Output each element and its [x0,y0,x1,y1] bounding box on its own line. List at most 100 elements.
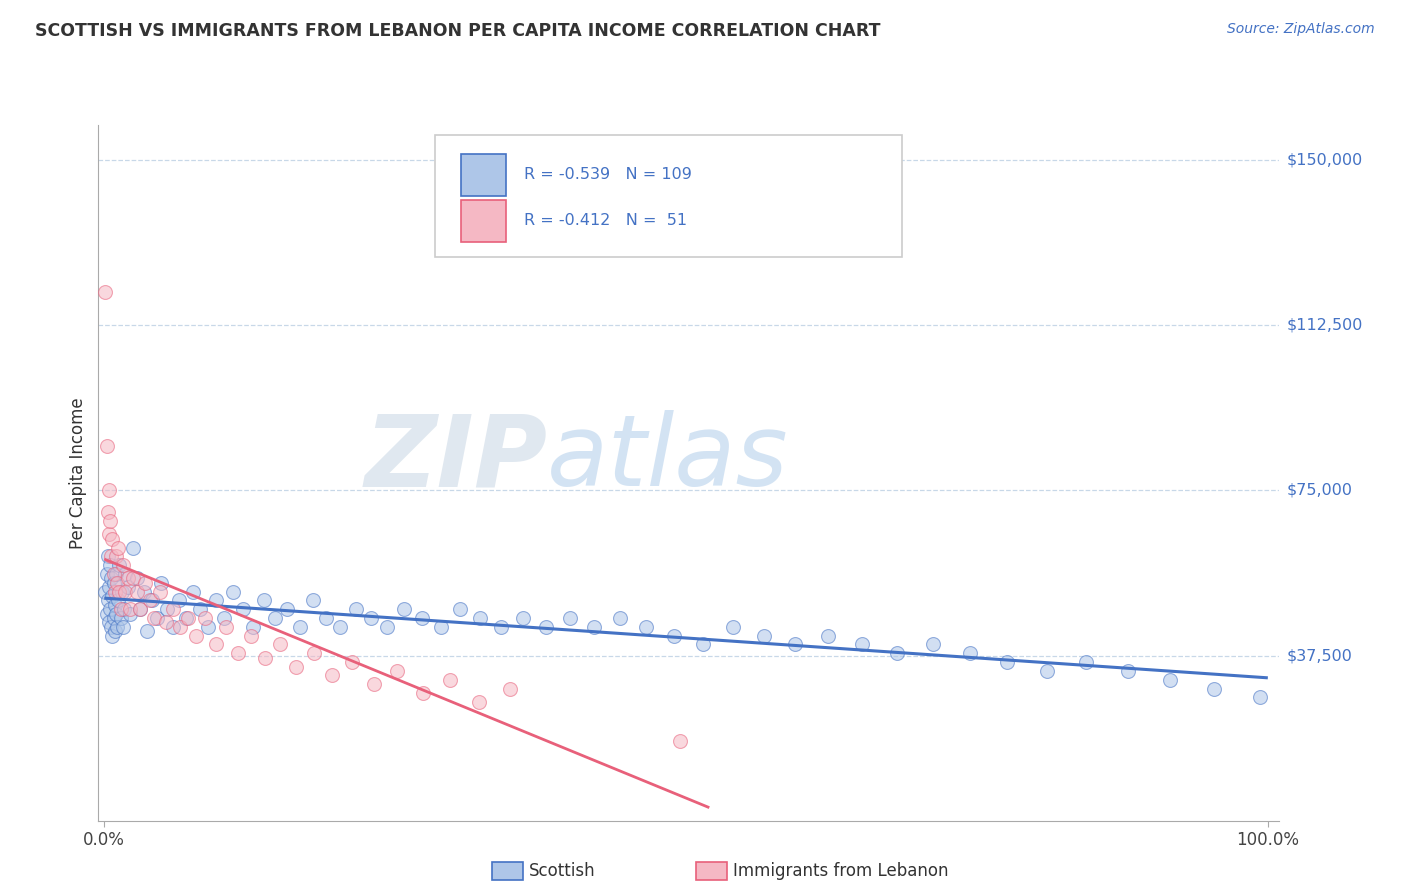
Point [222,584,245,599]
Point [97,580,120,594]
Point [692,638,714,652]
Point [215,620,238,634]
Point [329,620,352,634]
Point [301,593,323,607]
Point [959,646,981,660]
Point [104,584,127,599]
Point [118,602,141,616]
Point [134,575,156,590]
Point [394,602,416,616]
Point [108,558,131,573]
Point [104,598,127,612]
Point [156,602,179,616]
Point [132,584,155,599]
Text: $150,000: $150,000 [1286,153,1362,168]
Point [136,624,159,639]
Point [97,483,120,498]
Text: Scottish: Scottish [529,862,595,880]
Point [97,527,120,541]
Point [110,611,132,625]
Point [101,589,124,603]
Point [96,439,118,453]
Point [360,611,382,625]
Point [583,620,606,634]
Point [100,549,122,564]
Point [886,646,908,660]
Point [302,646,325,660]
Point [111,584,134,599]
Point [103,567,125,582]
Point [721,620,744,634]
Point [98,558,121,573]
Point [411,611,433,625]
Point [103,611,125,625]
Point [181,584,204,599]
Point [101,532,124,546]
Point [468,695,491,709]
Point [636,620,658,634]
Point [107,593,129,607]
Point [108,584,131,599]
Point [785,638,807,652]
Point [489,620,512,634]
Point [94,285,117,300]
Text: $75,000: $75,000 [1286,483,1353,498]
Point [101,629,124,643]
Text: ZIP: ZIP [364,410,547,508]
Point [1116,664,1139,678]
Point [107,541,129,555]
Point [141,593,163,607]
Point [118,607,141,621]
Point [169,620,191,634]
Point [150,575,173,590]
Point [167,593,190,607]
Point [197,620,219,634]
Point [98,514,121,528]
Point [340,655,363,669]
Point [468,611,491,625]
Point [449,602,471,616]
FancyBboxPatch shape [434,136,901,257]
Point [387,664,409,678]
Point [558,611,581,625]
Point [149,584,172,599]
Point [111,620,134,634]
Point [100,571,122,585]
Y-axis label: Per Capita Income: Per Capita Income [69,397,87,549]
Point [104,624,127,639]
Point [112,602,135,616]
Point [104,607,127,621]
Point [162,620,184,634]
Text: R = -0.539   N = 109: R = -0.539 N = 109 [523,168,692,183]
Point [100,620,122,634]
Point [1204,681,1226,696]
Point [122,541,145,555]
Point [536,620,558,634]
Point [664,629,686,643]
Text: R = -0.412   N =  51: R = -0.412 N = 51 [523,213,686,228]
Point [186,629,208,643]
Point [315,611,337,625]
Text: $37,500: $37,500 [1286,648,1353,663]
Point [105,620,128,634]
Point [114,567,136,582]
Point [97,615,120,630]
Point [817,629,839,643]
Point [276,602,298,616]
Point [125,584,148,599]
Point [194,611,217,625]
Point [103,575,125,590]
Point [105,575,128,590]
Point [143,611,166,625]
Point [1249,690,1271,705]
Point [122,571,145,585]
Text: SCOTTISH VS IMMIGRANTS FROM LEBANON PER CAPITA INCOME CORRELATION CHART: SCOTTISH VS IMMIGRANTS FROM LEBANON PER … [35,22,880,40]
Point [1076,655,1098,669]
Point [96,567,118,582]
Point [177,611,200,625]
Point [669,734,692,748]
Point [921,638,943,652]
Point [96,607,118,621]
Point [205,638,228,652]
Text: Source: ZipAtlas.com: Source: ZipAtlas.com [1227,22,1375,37]
